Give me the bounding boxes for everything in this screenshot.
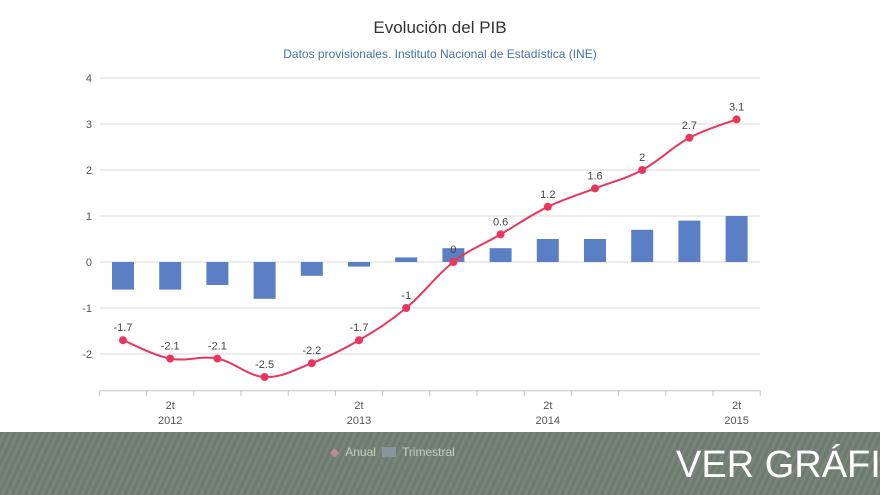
y-tick-label: 1	[86, 211, 92, 223]
line-point	[119, 336, 127, 345]
bar	[253, 262, 276, 299]
x-tick-year: 2012	[158, 415, 182, 427]
data-label: -2.1	[208, 341, 227, 353]
bar	[584, 239, 606, 262]
legend-line-icon: ◆	[330, 445, 340, 459]
x-tick-quarter: 2t	[354, 400, 363, 412]
bar	[159, 262, 182, 290]
x-tick-quarter: 2t	[543, 400, 552, 412]
bar	[725, 216, 748, 262]
line-point	[543, 202, 552, 211]
data-label: -1.7	[114, 322, 133, 334]
chart-subtitle: Datos provisionales. Instituto Nacional …	[283, 47, 597, 61]
y-tick-label: -1	[82, 303, 92, 315]
legend: ◆ Anual Trimestral	[330, 445, 455, 459]
line-point	[638, 166, 647, 174]
y-tick-label: -2	[82, 349, 92, 361]
bar	[348, 262, 370, 267]
bar	[112, 262, 134, 290]
line-point	[685, 133, 694, 142]
data-label: 2.7	[682, 120, 697, 132]
data-label: -1.7	[350, 322, 369, 334]
line-point	[355, 336, 363, 345]
y-tick-label: 4	[86, 73, 92, 85]
line-point	[260, 373, 269, 381]
y-tick-label: 3	[86, 119, 92, 131]
data-label: 1.6	[587, 170, 602, 182]
x-tick-quarter: 2t	[732, 400, 741, 412]
bar	[206, 262, 229, 285]
x-tick-year: 2013	[347, 415, 371, 427]
bar	[300, 262, 323, 276]
line-point	[591, 184, 599, 193]
line-point	[449, 258, 458, 266]
banner-text[interactable]: VER GRÁFICO	[676, 444, 880, 486]
data-label: 2	[639, 152, 645, 164]
y-tick-label: 0	[86, 257, 92, 269]
bar	[631, 229, 654, 262]
data-label: -2.5	[255, 359, 274, 371]
x-tick-year: 2014	[536, 415, 560, 427]
line-point	[307, 359, 316, 368]
data-label: 3.1	[729, 101, 744, 113]
bar	[678, 220, 701, 262]
x-tick-year: 2015	[724, 415, 748, 427]
data-label: -2.1	[161, 341, 180, 353]
line-point	[732, 115, 741, 124]
bar	[395, 257, 418, 262]
bar	[489, 248, 512, 262]
line-series	[122, 118, 737, 379]
x-tick-quarter: 2t	[166, 400, 175, 412]
data-label: 0.6	[493, 216, 508, 228]
data-label: -2.2	[302, 345, 321, 357]
data-label: 0	[450, 244, 456, 256]
bar	[536, 239, 559, 262]
legend-anual[interactable]: Anual	[345, 445, 376, 459]
chart-title: Evolución del PIB	[373, 18, 507, 37]
see-chart-banner[interactable]: ◆ Anual Trimestral VER GRÁFICO	[0, 432, 880, 495]
legend-trimestral[interactable]: Trimestral	[401, 445, 455, 459]
data-label: -1	[401, 290, 411, 302]
legend-bar-icon	[381, 447, 396, 457]
y-tick-label: 2	[86, 165, 92, 177]
data-label: 1.2	[540, 189, 555, 201]
line-point	[213, 354, 222, 363]
line-point	[496, 230, 505, 239]
line-point	[166, 354, 175, 363]
line-point	[402, 304, 411, 312]
